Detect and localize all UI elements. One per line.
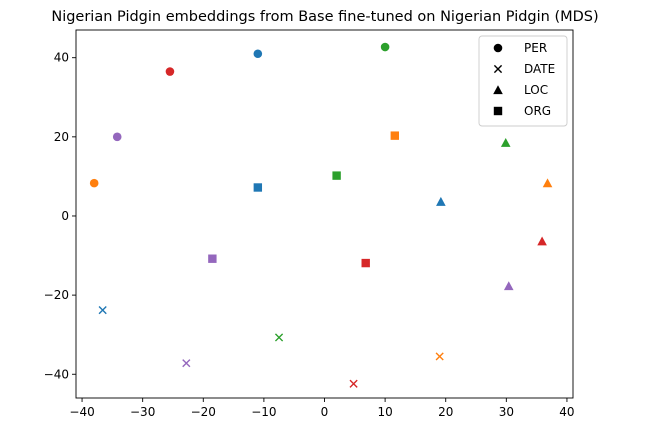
- x-tick-label: 20: [438, 405, 453, 419]
- legend-label-org: ORG: [524, 104, 551, 118]
- data-point: [435, 352, 444, 361]
- data-point: [542, 178, 553, 188]
- y-tick-label: −20: [44, 288, 69, 302]
- data-point: [390, 131, 400, 140]
- plot-area-frame: [75, 29, 574, 399]
- y-tick-label: 0: [61, 209, 69, 223]
- x-tick-label: 30: [499, 405, 514, 419]
- legend-marker-per: [493, 43, 503, 53]
- data-point: [332, 171, 341, 180]
- x-tick-label: 0: [321, 405, 329, 419]
- legend-label-date: DATE: [524, 62, 555, 76]
- data-point: [208, 254, 217, 263]
- data-point: [349, 379, 358, 388]
- data-point: [503, 281, 514, 291]
- axis-ticks: −40 −30 −20 −10 0 10 20 30 40 −40 −20 0 20 40: [44, 51, 575, 419]
- data-points: [89, 42, 553, 388]
- x-tick-label: −20: [191, 405, 216, 419]
- legend-label-loc: LOC: [524, 83, 548, 97]
- data-point: [253, 49, 263, 59]
- x-tick-label: −30: [130, 405, 155, 419]
- data-point: [112, 132, 122, 142]
- y-tick-label: −40: [44, 367, 69, 381]
- data-point: [380, 42, 390, 52]
- legend-frame: [478, 35, 568, 127]
- x-tick-label: −40: [69, 405, 94, 419]
- data-point: [253, 183, 263, 192]
- data-point: [165, 67, 175, 76]
- legend: PER DATE LOC ORG: [478, 35, 568, 127]
- legend-marker-loc: [493, 85, 503, 95]
- data-point: [436, 196, 446, 206]
- legend-marker-date: [493, 64, 503, 74]
- legend-marker-org: [493, 106, 503, 116]
- data-point: [274, 333, 284, 342]
- y-tick-label: 40: [54, 51, 69, 65]
- y-tick-label: 20: [54, 130, 69, 144]
- x-tick-label: −10: [251, 405, 276, 419]
- data-point: [500, 137, 511, 147]
- data-point: [98, 306, 107, 315]
- data-point: [182, 359, 191, 368]
- x-tick-label: 10: [377, 405, 392, 419]
- legend-label-per: PER: [524, 41, 547, 55]
- data-point: [361, 258, 370, 268]
- x-tick-label: 40: [559, 405, 574, 419]
- data-point: [89, 178, 99, 188]
- chart-title: Nigerian Pidgin embeddings from Base fin…: [51, 9, 598, 25]
- data-point: [537, 236, 547, 246]
